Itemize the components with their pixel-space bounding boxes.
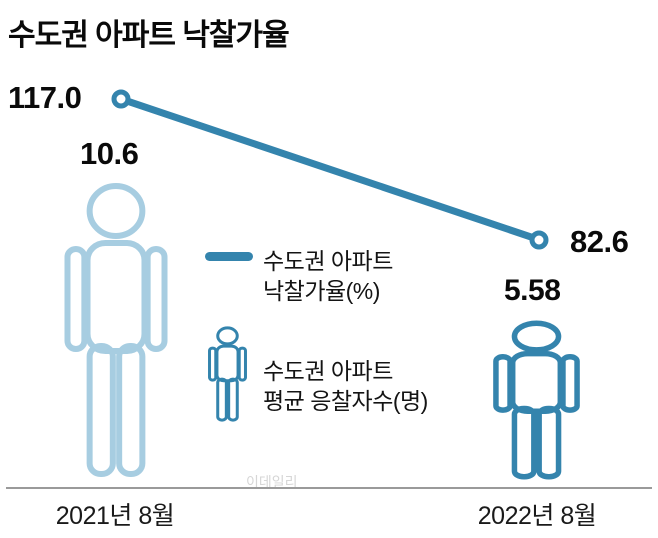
legend-rate-label-line2: 낙찰가율(%) (263, 278, 380, 304)
legend-rate-label-line1: 수도권 아파트 (263, 248, 393, 274)
chart-title: 수도권 아파트 낙찰가율 (8, 19, 290, 52)
x-axis-label-2022: 2022년 8월 (477, 502, 597, 530)
trend-line (123, 97, 538, 242)
watermark: 이데일리 (246, 474, 298, 490)
legend-line-swatch (205, 252, 253, 261)
bidders-value-2022: 5.58 (504, 274, 561, 307)
x-axis-label-2021: 2021년 8월 (55, 502, 175, 530)
person-icon-2022 (488, 320, 585, 480)
legend-person-icon (206, 326, 249, 422)
rate-value-2022: 82.6 (570, 224, 629, 259)
bidders-value-2021: 10.6 (80, 136, 139, 171)
person-icon-2021 (58, 180, 174, 480)
legend-bidders-label-line2: 평균 응찰자수(명) (263, 388, 428, 414)
rate-value-2021: 117.0 (8, 80, 82, 115)
data-point-marker-2021 (111, 89, 131, 109)
x-axis-line (6, 487, 652, 489)
legend-bidders-label-line1: 수도권 아파트 (263, 358, 393, 384)
data-point-marker-2022 (529, 230, 549, 250)
